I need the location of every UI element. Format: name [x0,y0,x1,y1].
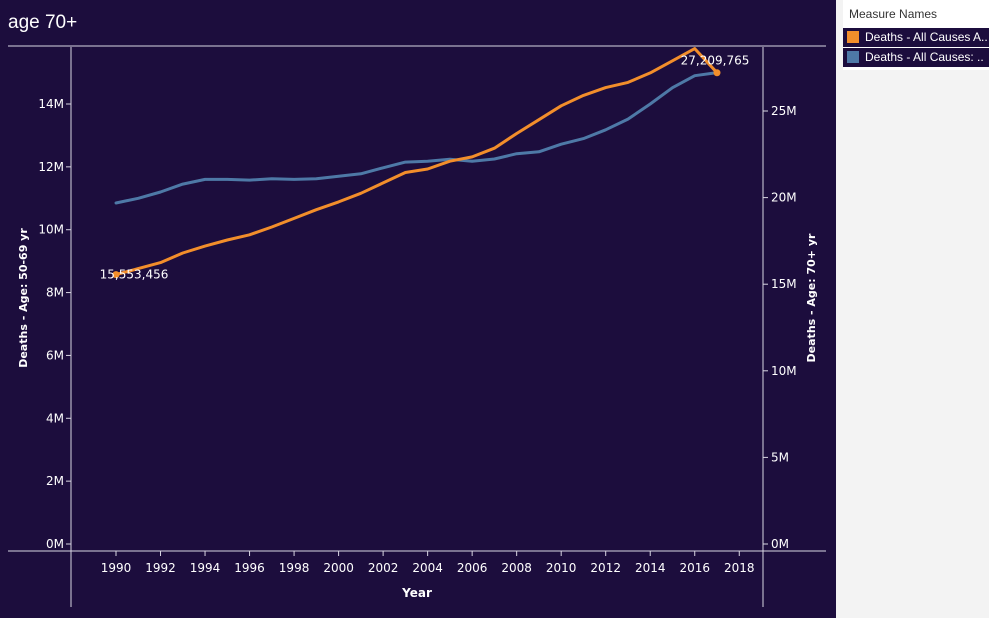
x-tick-label: 2004 [412,561,443,575]
series-1-end-marker [713,69,721,77]
y-right-tick-label: 5M [771,450,789,464]
x-tick-label: 2002 [368,561,399,575]
x-tick-label: 1992 [145,561,176,575]
divider [836,0,843,618]
y-right-tick-label: 15M [771,277,797,291]
y-left-tick-label: 14M [38,97,64,111]
line-chart: 0M 2M 4M 6M 8M 10M 12M 14M 0M 5M 10M 15M 20M 25M 1990 1… [8,45,826,607]
x-axis-title: Year [401,586,432,600]
legend-header: Measure Names [849,7,938,21]
legend-item-series-1[interactable]: Deaths - All Causes A.. [843,28,989,47]
legend-swatch [847,31,859,43]
legend: Measure Names Deaths - All Causes A.. De… [843,0,989,70]
series-1-start-marker [112,271,120,279]
data-label-end: 27,209,765 [681,54,750,68]
x-tick-label: 2000 [323,561,354,575]
y-right-tick-label: 0M [771,537,789,551]
x-tick-label: 2018 [724,561,755,575]
y-left-tick-label: 0M [46,537,64,551]
y-left-tick-label: 10M [38,223,64,237]
x-tick-label: 2014 [635,561,666,575]
x-tick-label: 2010 [546,561,577,575]
chart-title: age 70+ [8,12,78,33]
legend-swatch [847,51,859,63]
legend-item-series-2[interactable]: Deaths - All Causes: .. [843,48,989,67]
legend-label: Deaths - All Causes: .. [865,50,984,64]
y-left-tick-label: 6M [46,348,64,362]
y-left-tick-label: 8M [46,286,64,300]
x-tick-label: 2008 [501,561,532,575]
x-tick-label: 1994 [190,561,221,575]
y-left-axis-title: Deaths - Age: 50-69 yr [17,228,30,368]
x-tick-label: 1990 [101,561,132,575]
y-left-tick-label: 4M [46,411,64,425]
y-left-tick-label: 2M [46,474,64,488]
y-right-tick-label: 25M [771,104,797,118]
chart-panel: age 70+ 0M 2M 4M 6M 8M 10M 12M 14M 0M 5M 10M 15M 20M… [0,0,836,618]
data-label-start: 15,553,456 [100,268,169,282]
x-tick-label: 1996 [234,561,265,575]
series-line-1 [114,47,719,277]
y-left-tick-label: 12M [38,160,64,174]
y-right-tick-label: 20M [771,191,797,205]
x-tick-label: 2012 [590,561,621,575]
y-right-axis-title: Deaths - Age: 70+ yr [805,233,818,362]
series-line-2 [114,71,719,205]
x-tick-label: 2006 [457,561,488,575]
x-tick-label: 1998 [279,561,310,575]
x-tick-label: 2016 [679,561,710,575]
legend-label: Deaths - All Causes A.. [865,30,987,44]
y-right-tick-label: 10M [771,364,797,378]
